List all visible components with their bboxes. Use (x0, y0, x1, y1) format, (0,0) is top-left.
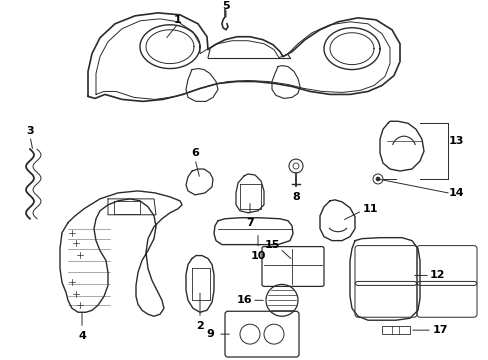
Text: 13: 13 (447, 136, 463, 146)
Text: 2: 2 (196, 321, 203, 331)
Text: 12: 12 (428, 270, 444, 280)
Text: 17: 17 (431, 325, 447, 335)
Text: 6: 6 (191, 148, 199, 158)
Text: 3: 3 (26, 126, 34, 136)
Text: 10: 10 (250, 251, 265, 261)
Text: 9: 9 (205, 329, 214, 339)
Text: 16: 16 (236, 295, 251, 305)
Text: 1: 1 (174, 15, 182, 25)
Text: 8: 8 (291, 192, 299, 202)
Circle shape (375, 177, 379, 181)
Text: 7: 7 (245, 218, 253, 228)
Text: 5: 5 (222, 1, 229, 11)
Bar (381, 326, 409, 334)
Text: 15: 15 (264, 240, 279, 249)
Text: 14: 14 (447, 188, 463, 198)
Text: 11: 11 (362, 204, 377, 214)
Text: 4: 4 (78, 331, 86, 341)
